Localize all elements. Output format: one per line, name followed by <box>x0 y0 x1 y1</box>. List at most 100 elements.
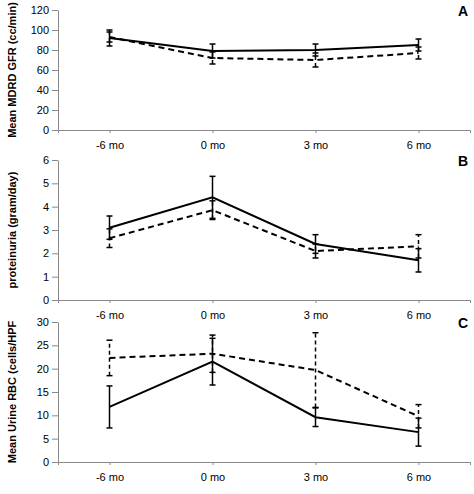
error-stem <box>418 405 420 428</box>
tick: 0 <box>43 124 58 136</box>
tick-mark <box>52 392 58 393</box>
error-cap <box>210 63 216 65</box>
error-bar <box>313 333 319 408</box>
tick-mark <box>52 130 58 131</box>
error-cap <box>416 271 422 273</box>
error-stem <box>315 44 317 56</box>
tick-mark <box>52 10 58 11</box>
error-stem <box>109 386 111 428</box>
tick-label: 3 mo <box>304 309 328 321</box>
tick-mark <box>52 70 58 71</box>
tick-mark <box>52 277 58 278</box>
tick-label: 0 mo <box>201 309 225 321</box>
error-cap <box>313 426 319 428</box>
error-cap <box>313 407 319 409</box>
tick-mark <box>316 462 317 465</box>
error-bar <box>107 229 113 248</box>
error-cap <box>313 43 319 45</box>
error-cap <box>210 219 216 221</box>
tick-label: 25 <box>37 339 49 351</box>
error-cap <box>210 176 216 178</box>
error-bar <box>210 201 216 220</box>
tick-mark <box>52 415 58 416</box>
error-cap <box>107 247 113 249</box>
tick-label: 10 <box>37 409 49 421</box>
error-bar <box>107 386 113 428</box>
error-cap <box>313 234 319 236</box>
tick: 6 mo <box>407 300 431 321</box>
error-bar <box>416 249 422 272</box>
tick: 3 mo <box>304 300 328 321</box>
tick-mark <box>110 462 111 465</box>
tick-mark <box>419 462 420 465</box>
tick-label: 3 <box>43 224 49 236</box>
tick-mark <box>52 462 58 463</box>
tick-label: 6 <box>43 154 49 166</box>
error-stem <box>315 408 317 427</box>
error-stem <box>418 249 420 272</box>
error-bar <box>210 335 216 372</box>
error-stem <box>109 340 111 375</box>
tick-mark <box>52 253 58 254</box>
tick-mark <box>316 300 317 303</box>
series-line <box>110 354 419 417</box>
series-line <box>110 362 419 432</box>
tick-label: 5 <box>43 177 49 189</box>
error-cap <box>313 332 319 334</box>
tick: 6 <box>43 154 58 166</box>
tick-label: 100 <box>31 24 49 36</box>
error-stem <box>109 229 111 248</box>
error-cap <box>210 43 216 45</box>
error-stem <box>315 244 317 258</box>
tick-label: 120 <box>31 4 49 16</box>
error-cap <box>107 375 113 377</box>
tick-label: 60 <box>37 64 49 76</box>
tick: 40 <box>37 84 58 96</box>
error-bar <box>313 53 319 67</box>
tick-label: 6 mo <box>407 471 431 483</box>
tick: 0 mo <box>201 462 225 483</box>
series-line <box>110 210 419 251</box>
error-cap <box>416 46 422 48</box>
error-cap <box>313 52 319 54</box>
error-stem <box>212 201 214 220</box>
tick-mark <box>52 110 58 111</box>
tick: 2 <box>43 247 58 259</box>
series-line <box>110 37 419 60</box>
tick: 0 mo <box>201 300 225 321</box>
tick-label: 0 <box>43 124 49 136</box>
plot-area <box>107 176 422 272</box>
x-axis: -6 mo0 mo3 mo6 mo <box>59 300 471 321</box>
error-stem <box>109 32 111 42</box>
error-cap <box>416 445 422 447</box>
error-cap <box>210 200 216 202</box>
tick-label: 80 <box>37 44 49 56</box>
axis-title: proteinuria (gram/day) <box>6 171 18 288</box>
series-line <box>110 38 419 51</box>
error-cap <box>107 31 113 33</box>
panel: 0123456-6 mo0 mo3 mo6 moproteinuria (gra… <box>6 153 471 321</box>
panel-title: C <box>458 315 468 331</box>
tick: 30 <box>37 316 58 328</box>
tick-mark <box>52 50 58 51</box>
y-axis: 0123456 <box>43 154 59 306</box>
error-bar <box>210 52 216 64</box>
tick: 80 <box>37 44 58 56</box>
error-stem <box>315 333 317 408</box>
error-cap <box>107 29 113 31</box>
tick-mark <box>213 300 214 303</box>
error-cap <box>107 339 113 341</box>
tick-mark <box>52 439 58 440</box>
tick-label: 1 <box>43 271 49 283</box>
tick-label: 0 <box>43 294 49 306</box>
error-stem <box>315 53 317 67</box>
tick: 3 mo <box>304 130 328 151</box>
tick-label: 0 <box>43 456 49 468</box>
tick-label: 3 mo <box>304 471 328 483</box>
y-axis: 020406080100120 <box>31 4 59 136</box>
panel-title: B <box>458 153 468 169</box>
tick-mark <box>52 345 58 346</box>
figure: 020406080100120-6 mo0 mo3 mo6 moMean MDR… <box>0 0 474 494</box>
error-cap <box>210 384 216 386</box>
tick-label: -6 mo <box>96 139 124 151</box>
